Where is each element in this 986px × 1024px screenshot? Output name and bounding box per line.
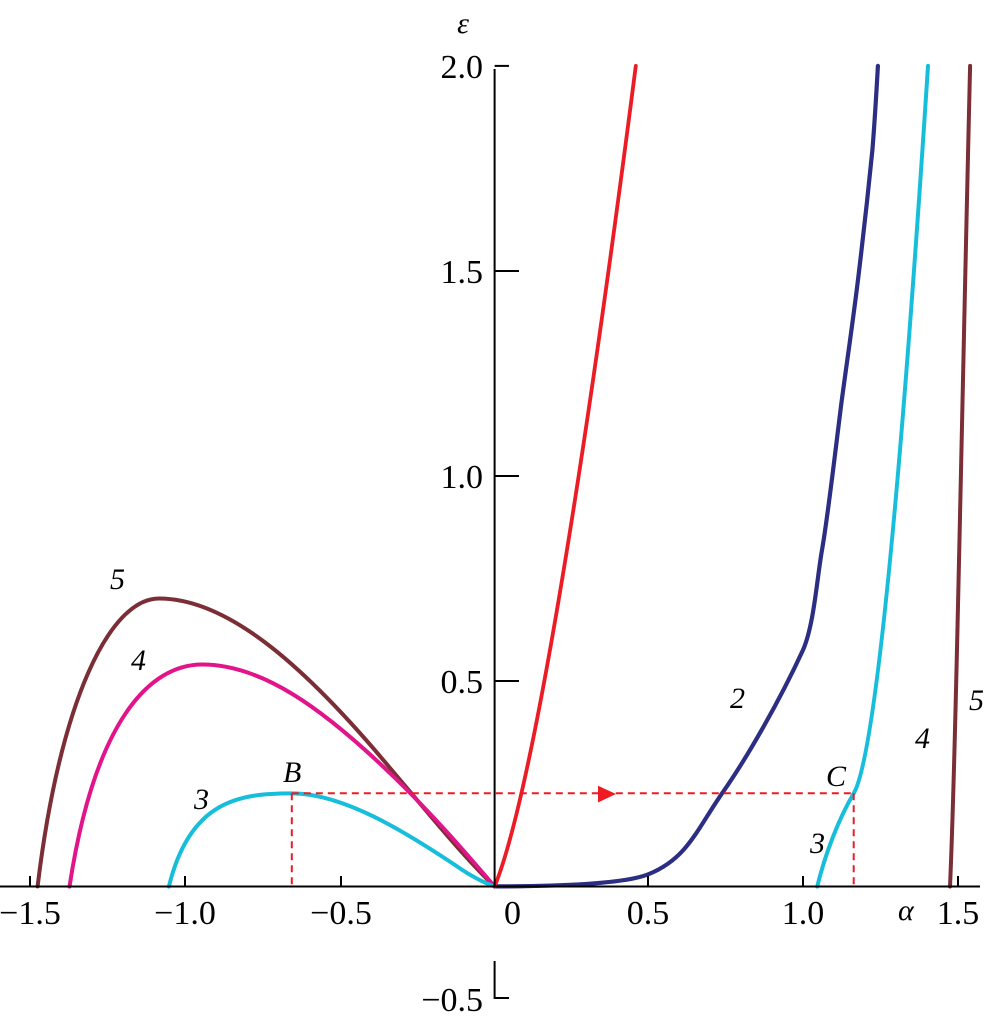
svg-text:3: 3 <box>809 827 825 860</box>
svg-text:ε: ε <box>457 7 469 40</box>
svg-text:−1.0: −1.0 <box>154 895 216 932</box>
svg-text:3: 3 <box>193 783 209 816</box>
svg-text:1.0: 1.0 <box>782 895 825 932</box>
svg-text:C: C <box>826 760 847 793</box>
svg-text:4: 4 <box>915 722 930 755</box>
svg-text:1.5: 1.5 <box>937 895 980 932</box>
svg-text:0.5: 0.5 <box>627 895 670 932</box>
svg-text:−0.5: −0.5 <box>421 982 483 1019</box>
svg-text:2.0: 2.0 <box>441 49 484 86</box>
svg-text:5: 5 <box>110 563 125 596</box>
svg-text:1.5: 1.5 <box>441 254 484 291</box>
svg-text:−1.5: −1.5 <box>0 895 61 932</box>
svg-text:1.0: 1.0 <box>441 459 484 496</box>
svg-text:2: 2 <box>730 682 745 715</box>
svg-text:B: B <box>283 756 301 789</box>
svg-text:4: 4 <box>131 644 146 677</box>
svg-text:5: 5 <box>969 684 984 717</box>
svg-text:0: 0 <box>504 895 521 932</box>
svg-text:−0.5: −0.5 <box>310 895 372 932</box>
svg-text:0.5: 0.5 <box>441 664 484 701</box>
svg-text:α: α <box>898 894 915 927</box>
